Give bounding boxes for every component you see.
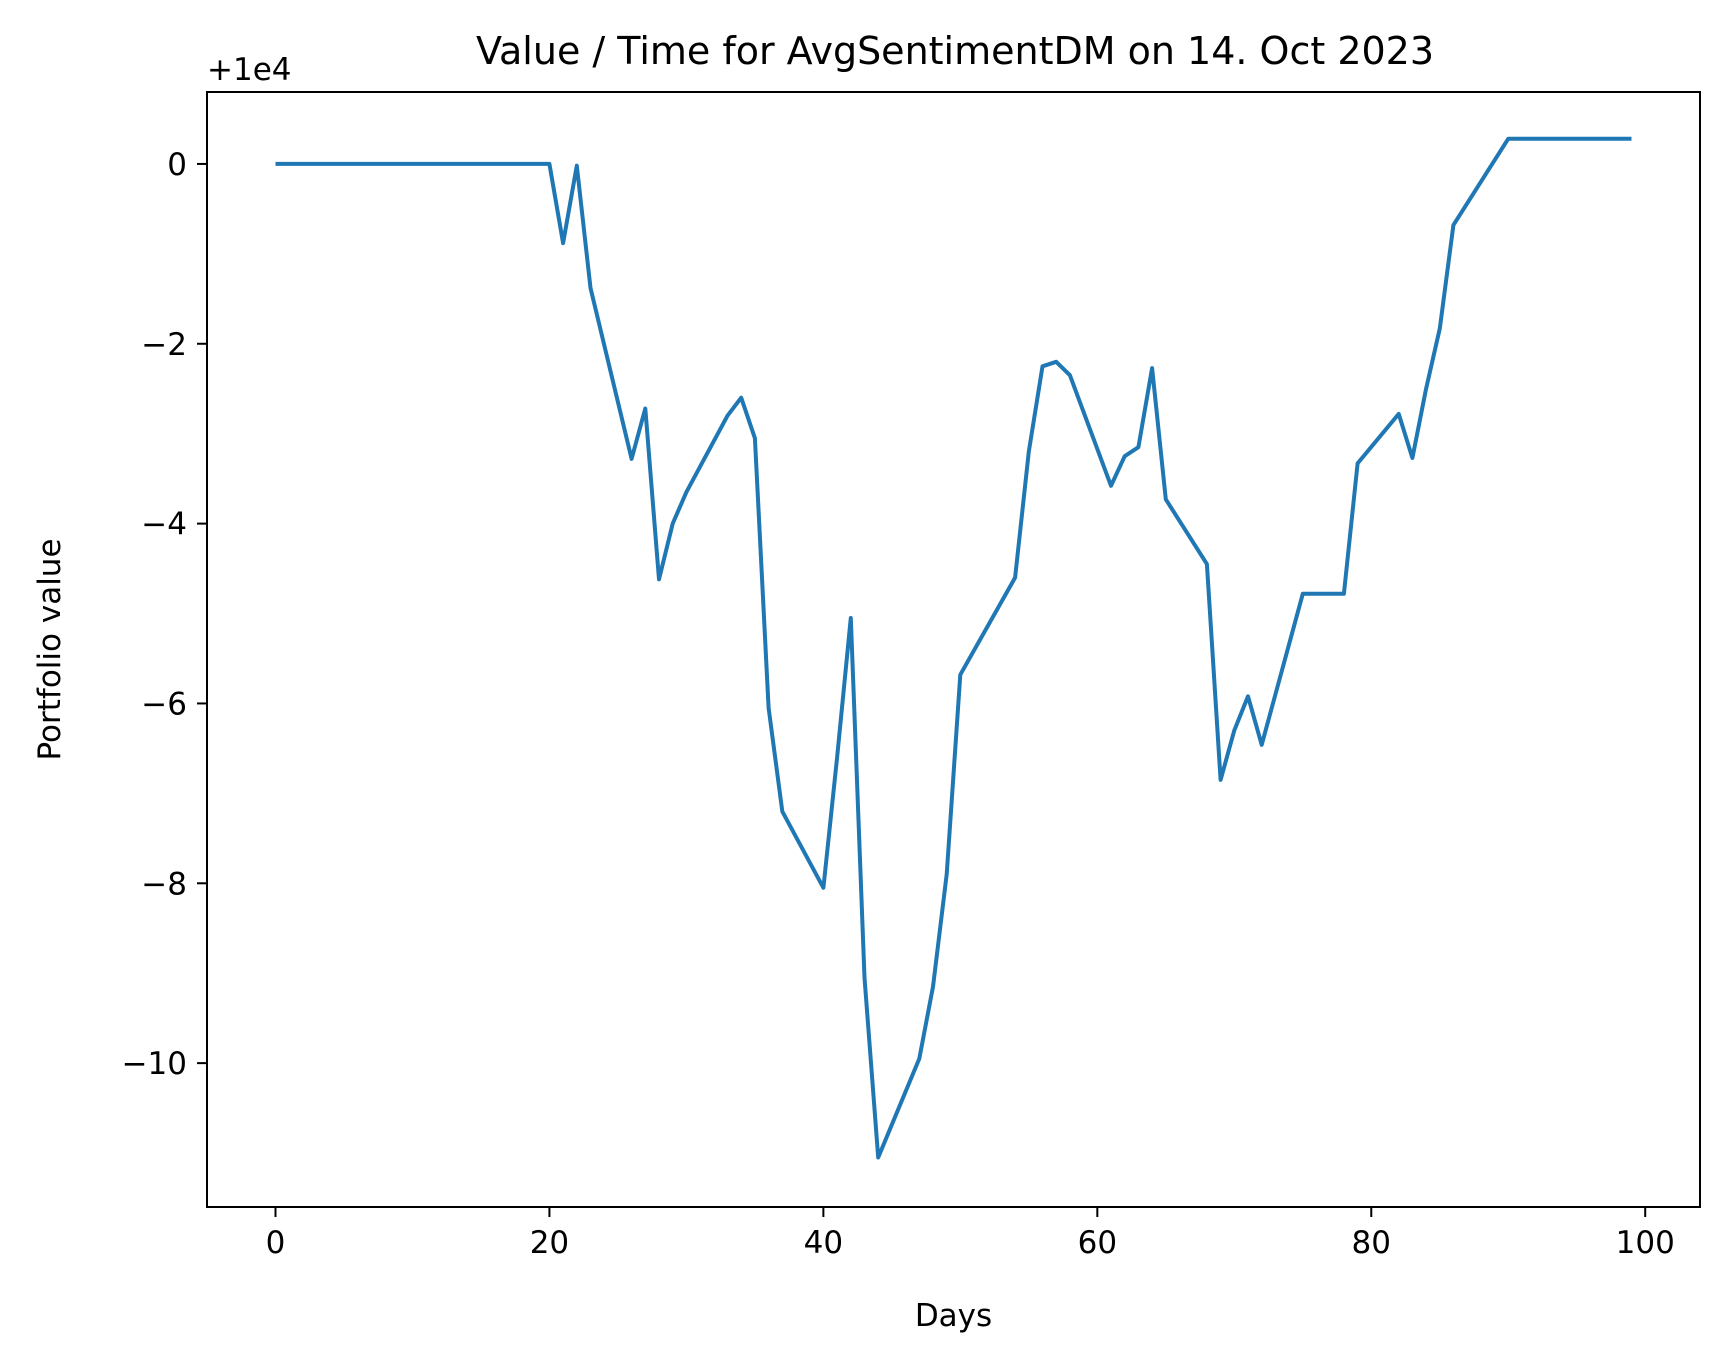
x-tick-label: 0 xyxy=(266,1225,286,1261)
chart-title: Value / Time for AvgSentimentDM on 14. O… xyxy=(476,29,1434,73)
x-tick-label: 80 xyxy=(1352,1225,1391,1261)
plot-frame xyxy=(206,91,1701,1208)
y-tick-label: −6 xyxy=(141,686,187,722)
series-line-portfolio xyxy=(275,136,1632,1160)
x-tick-label: 40 xyxy=(804,1225,843,1261)
y-tick-label: −4 xyxy=(141,507,187,543)
y-offset-label: +1e4 xyxy=(207,52,292,88)
x-tick-label: 20 xyxy=(530,1225,569,1261)
y-tick-label: −2 xyxy=(141,327,187,363)
plot-area xyxy=(275,136,1632,1160)
x-axis-ticks: 0 20 40 60 80 100 xyxy=(266,1207,1675,1261)
y-tick-label: −8 xyxy=(141,866,187,902)
x-axis-label: Days xyxy=(915,1298,992,1334)
y-axis-ticks: 0 −2 −4 −6 −8 −10 xyxy=(122,147,207,1082)
x-tick-label: 100 xyxy=(1616,1225,1675,1261)
y-tick-label: 0 xyxy=(167,147,187,183)
y-tick-label: −10 xyxy=(122,1046,187,1082)
x-tick-label: 60 xyxy=(1078,1225,1117,1261)
y-axis-label: Portfolio value xyxy=(32,538,68,760)
